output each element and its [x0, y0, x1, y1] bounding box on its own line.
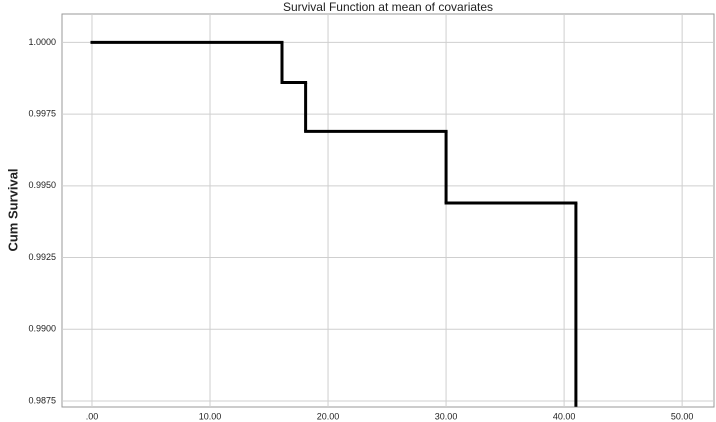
x-tick-label: 20.00	[317, 411, 340, 421]
x-tick-label: 10.00	[199, 411, 222, 421]
y-tick-label: 1.0000	[28, 37, 56, 47]
x-tick-label: 30.00	[435, 411, 458, 421]
y-tick-label: 0.9925	[28, 252, 56, 262]
x-tick-label: 50.00	[671, 411, 694, 421]
y-tick-label: 0.9950	[28, 180, 56, 190]
plot-frame	[61, 13, 715, 408]
x-tick-label: 40.00	[553, 411, 576, 421]
y-axis-label: Cum Survival	[5, 168, 20, 251]
y-tick-label: 0.9975	[28, 108, 56, 118]
x-tick-label: .00	[86, 411, 99, 421]
chart-title: Survival Function at mean of covariates	[283, 0, 493, 14]
y-tick-label: 0.9900	[28, 324, 56, 334]
y-tick-label: 0.9875	[28, 395, 56, 405]
